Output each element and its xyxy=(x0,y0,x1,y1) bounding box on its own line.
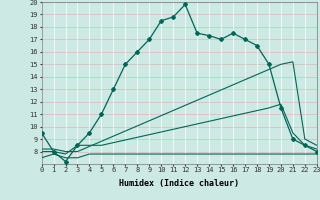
X-axis label: Humidex (Indice chaleur): Humidex (Indice chaleur) xyxy=(119,179,239,188)
